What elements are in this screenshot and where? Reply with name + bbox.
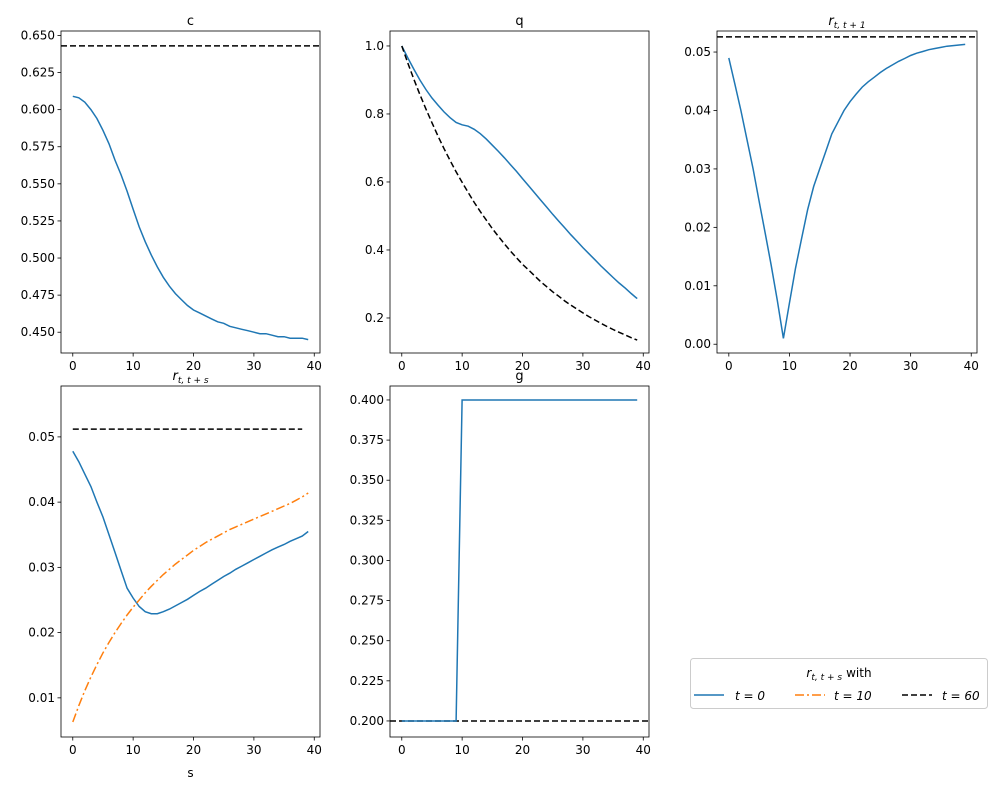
y-tick-label: 0.00: [684, 337, 711, 351]
y-tick-label: 0.05: [28, 430, 55, 444]
y-tick-label: 0.350: [350, 473, 384, 487]
x-tick-label: 40: [307, 743, 322, 757]
axes-frame: [716, 30, 978, 354]
y-tick-label: 1.0: [365, 39, 384, 53]
legend: rt, t + s with t = 0 t = 10 t = 60: [690, 658, 988, 709]
y-tick-label: 0.375: [350, 433, 384, 447]
y-tick-label: 0.02: [28, 626, 55, 640]
y-tick-label: 0.300: [350, 553, 384, 567]
subplot-4: 0 10 20 30 40 0.01 0.02 0.03 0.04 0.05 rt, t + s s: [28, 369, 322, 780]
y-tick-label: 0.03: [684, 162, 711, 176]
subplot-title: c: [187, 14, 194, 29]
x-tick-label: 30: [246, 743, 261, 757]
series-line-1: [728, 43, 966, 339]
y-tick-label: 0.600: [21, 103, 55, 117]
subplot-title: q: [515, 14, 523, 29]
subplot-title: rt, t + s: [172, 369, 208, 386]
x-tick-label: 30: [575, 743, 590, 757]
y-tick-label: 0.650: [21, 28, 55, 42]
x-tick-label: 0: [725, 359, 733, 373]
x-tick-label: 40: [636, 359, 651, 373]
series-line-1: [401, 45, 638, 300]
x-tick-label: 0: [69, 359, 77, 373]
subplot-5: 0 10 20 30 40 0.200 0.225 0.250 0.275 0.300 0.325 0…: [350, 369, 651, 757]
y-tick-label: 0.2: [365, 311, 384, 325]
axes-frame: [60, 385, 321, 738]
y-tick-label: 0.625: [21, 66, 55, 80]
y-tick-label: 0.03: [28, 560, 55, 574]
y-tick-label: 0.250: [350, 634, 384, 648]
y-tick-label: 0.05: [684, 45, 711, 59]
series-line-1: [401, 399, 638, 722]
series-line-1: [72, 450, 309, 615]
x-tick-label: 0: [398, 359, 406, 373]
legend-title: rt, t + s with: [806, 666, 871, 683]
series-line-1: [72, 95, 309, 341]
y-tick-label: 0.200: [350, 714, 384, 728]
x-tick-label: 20: [186, 743, 201, 757]
y-tick-label: 0.01: [684, 279, 711, 293]
subplot-title: rt, t + 1: [828, 14, 865, 31]
y-tick-label: 0.525: [21, 214, 55, 228]
x-tick-label: 40: [636, 743, 651, 757]
axes-frame: [60, 30, 321, 354]
y-tick-label: 0.6: [365, 175, 384, 189]
axes-frame: [389, 30, 650, 354]
y-tick-label: 0.450: [21, 325, 55, 339]
x-tick-label: 0: [69, 743, 77, 757]
x-axis-label: s: [187, 766, 193, 780]
y-tick-label: 0.04: [28, 495, 55, 509]
x-tick-label: 20: [515, 743, 530, 757]
x-tick-label: 10: [126, 359, 141, 373]
x-tick-label: 10: [782, 359, 797, 373]
legend-label-t10: t = 10: [834, 689, 872, 703]
series-line-2: [401, 45, 638, 341]
x-tick-label: 30: [575, 359, 590, 373]
subplot-3: 0 10 20 30 40 0.00 0.01 0.02 0.03 0.04 0.05 rt, t +…: [684, 14, 979, 373]
y-tick-label: 0.4: [365, 243, 384, 257]
y-tick-label: 0.575: [21, 140, 55, 154]
x-tick-label: 20: [186, 359, 201, 373]
y-tick-label: 0.01: [28, 691, 55, 705]
legend-box: [690, 658, 988, 709]
subplot-title: g: [515, 369, 523, 384]
subplot-2: 0 10 20 30 40 0.2 0.4 0.6 0.8 1.0 q: [365, 14, 651, 373]
x-tick-label: 20: [842, 359, 857, 373]
x-tick-label: 30: [903, 359, 918, 373]
y-tick-label: 0.02: [684, 220, 711, 234]
x-tick-label: 20: [515, 359, 530, 373]
legend-label-t60: t = 60: [942, 689, 980, 703]
series-line-2: [72, 492, 309, 723]
x-tick-label: 40: [964, 359, 979, 373]
y-tick-label: 0.225: [350, 674, 384, 688]
y-tick-label: 0.475: [21, 288, 55, 302]
y-tick-label: 0.04: [684, 103, 711, 117]
x-tick-label: 10: [126, 743, 141, 757]
y-tick-label: 0.8: [365, 107, 384, 121]
x-tick-label: 0: [398, 743, 406, 757]
legend-label-t0: t = 0: [735, 689, 765, 703]
axes-frame: [389, 385, 650, 738]
subplot-1: 0 10 20 30 40 0.450 0.475 0.500 0.525 0.550 0.575 0…: [21, 14, 322, 373]
y-tick-label: 0.500: [21, 251, 55, 265]
y-tick-label: 0.550: [21, 177, 55, 191]
y-tick-label: 0.275: [350, 594, 384, 608]
y-tick-label: 0.325: [350, 513, 384, 527]
x-tick-label: 40: [307, 359, 322, 373]
x-tick-label: 10: [455, 359, 470, 373]
y-tick-label: 0.400: [350, 393, 384, 407]
x-tick-label: 30: [246, 359, 261, 373]
x-tick-label: 10: [455, 743, 470, 757]
